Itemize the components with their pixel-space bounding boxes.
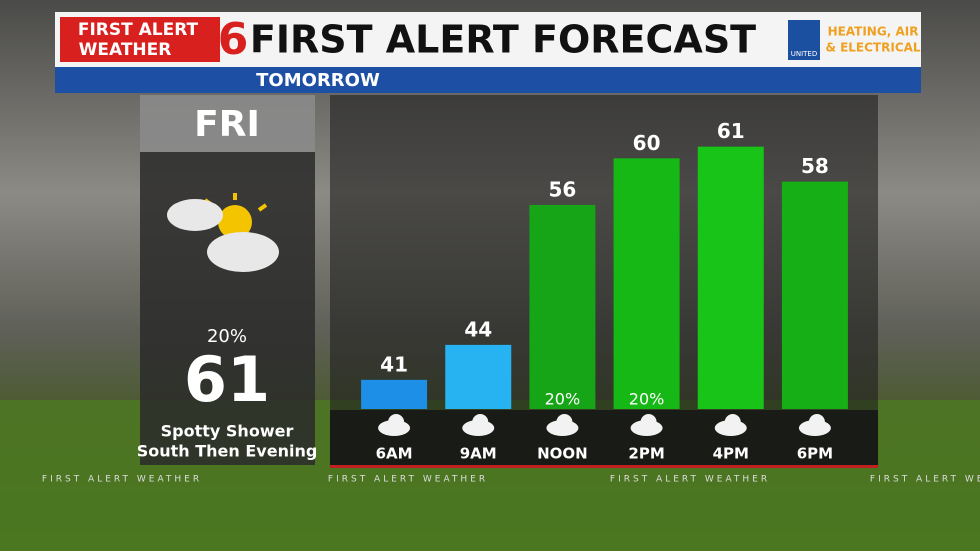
bar: [445, 344, 512, 409]
subtitle-bar: [55, 67, 921, 93]
cloud-part: [640, 414, 657, 430]
logo-text: WEATHER: [79, 40, 172, 60]
bar: [697, 146, 764, 409]
logo-number: 6: [218, 14, 249, 65]
time-strip: [330, 410, 878, 465]
footer-text: FIRST ALERT WEATHER: [870, 475, 980, 485]
bar: [529, 204, 596, 409]
value-label: 61: [717, 119, 745, 143]
sponsor-text: & ELECTRICAL: [825, 41, 920, 55]
cloud-part: [472, 414, 489, 430]
precip-label: 20%: [545, 390, 581, 409]
footer-text: FIRST ALERT WEATHER: [610, 475, 770, 485]
cloud-icon: [630, 414, 663, 436]
title: FIRST ALERT FORECAST: [250, 18, 756, 62]
weather-icon: [167, 193, 279, 272]
chart: 41 6AM 44 9AM 56 20% NOON 60 20% 2PM 61 4PM 58 6PM: [361, 119, 848, 463]
value-label: 44: [464, 317, 492, 341]
value-label: 60: [633, 131, 661, 155]
value-label: 56: [548, 177, 576, 201]
x-tick-label: 6AM: [376, 445, 413, 463]
cloud-part: [556, 414, 573, 430]
cloud-icon: [714, 414, 747, 436]
x-tick-label: 2PM: [628, 445, 664, 463]
x-tick-label: 6PM: [797, 445, 833, 463]
x-tick-label: 9AM: [460, 445, 497, 463]
day-summary: Spotty Shower: [161, 422, 294, 441]
x-tick-label: 4PM: [713, 445, 749, 463]
x-tick-label: NOON: [537, 445, 588, 463]
cloud-icon: [798, 414, 831, 436]
footer-text: FIRST ALERT WEATHER: [328, 475, 488, 485]
day-header: [140, 95, 315, 152]
value-label: 58: [801, 154, 829, 178]
cloud-icon: [378, 414, 411, 436]
accent-line: [330, 465, 878, 468]
cloud-part: [808, 414, 825, 430]
logo-text: FIRST ALERT: [78, 20, 199, 40]
value-label: 41: [380, 352, 408, 376]
day-name: FRI: [194, 104, 260, 145]
cloud-icon: [546, 414, 579, 436]
bar: [613, 158, 680, 409]
sponsor-text: HEATING, AIR: [828, 25, 919, 39]
logo-box: [60, 17, 220, 62]
sponsor-badge: [788, 20, 820, 60]
subtitle: TOMORROW: [256, 70, 380, 91]
precip-label: 20%: [629, 390, 665, 409]
cloud-icon: [462, 414, 495, 436]
bar: [781, 181, 848, 409]
bar: [361, 379, 428, 409]
cloud-part: [724, 414, 741, 430]
day-panel: [140, 152, 315, 465]
sponsor-badge-text: UNITED: [791, 50, 818, 58]
cloud-part: [388, 414, 405, 430]
day-summary: South Then Evening: [137, 442, 318, 461]
footer-text: FIRST ALERT WEATHER: [42, 475, 202, 485]
day-high: 61: [184, 343, 270, 416]
day-precip: 20%: [207, 326, 247, 347]
